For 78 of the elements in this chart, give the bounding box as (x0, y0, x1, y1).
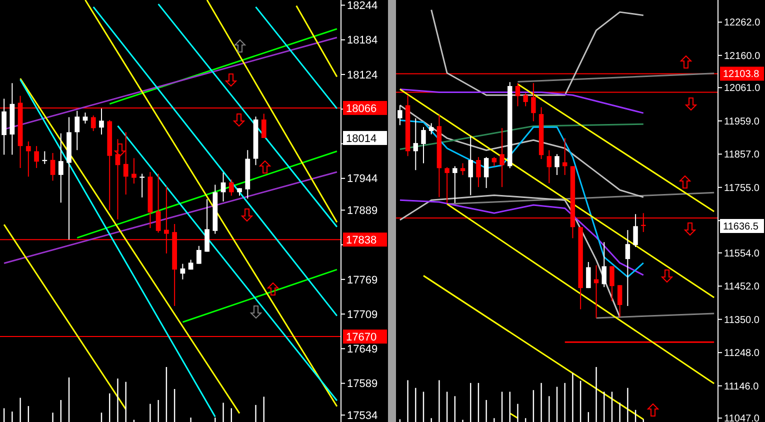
line-series (430, 9, 644, 96)
candlestick (26, 140, 31, 178)
line-series (399, 123, 644, 150)
candlestick (531, 82, 536, 122)
y-tick-label: 11452.0 (724, 282, 760, 293)
y-tick-label: 11146.0 (724, 381, 760, 392)
candlestick (460, 162, 466, 176)
candlestick (58, 132, 64, 204)
candlestick (476, 156, 481, 188)
candlestick (2, 98, 6, 156)
candlestick (34, 146, 39, 168)
candlestick (546, 150, 552, 184)
y-tick-label: 11554.0 (724, 248, 760, 260)
candlestick (484, 156, 489, 189)
ref-line-label: 18066 (346, 102, 377, 115)
ref-line-label: 17838 (346, 234, 377, 246)
candlestick (602, 242, 606, 288)
y-tick-label: 17649 (347, 344, 378, 356)
candlestick (625, 230, 630, 306)
candlestick (99, 108, 104, 136)
candlestick (413, 118, 418, 171)
candlestick (261, 113, 266, 138)
candlestick (444, 166, 450, 204)
candlestick (515, 82, 520, 107)
line-series (399, 199, 644, 276)
y-tick-label: 17889 (347, 204, 378, 217)
line-series (399, 194, 621, 318)
candlestick (196, 245, 202, 264)
candlestick (398, 104, 402, 126)
candlestick (140, 173, 145, 198)
y-tick-label: 17769 (347, 274, 378, 286)
y-tick-label: 12262.0 (724, 18, 761, 29)
candlestick (228, 179, 234, 196)
y-tick-label: 18184 (347, 34, 378, 47)
candlestick (468, 136, 473, 196)
candlestick (82, 112, 88, 124)
line-series (399, 119, 644, 278)
candlestick (617, 284, 622, 318)
candlestick (50, 152, 56, 182)
y-tick-label: 17534 (347, 410, 378, 422)
candlestick (123, 132, 128, 196)
candlestick (204, 198, 210, 252)
candlestick (428, 122, 434, 135)
y-tick-label: 11248.0 (724, 348, 760, 360)
candlestick (610, 266, 614, 302)
line-series (399, 104, 644, 198)
candlestick (586, 262, 591, 289)
candlestick (132, 158, 136, 184)
candlestick (74, 110, 80, 151)
candlestick (90, 114, 96, 132)
y-tick-label: 18124 (347, 69, 378, 82)
line-series (399, 88, 644, 114)
y-tick-label: 18244 (347, 0, 378, 12)
candlestick (500, 128, 504, 188)
y-tick-label: 11047.0 (724, 414, 760, 422)
y-tick-label: 17944 (347, 173, 378, 186)
candlestick (452, 166, 458, 204)
y-tick-label: 11857.0 (724, 150, 760, 161)
y-tick-label: 11755.0 (724, 182, 760, 194)
text: 11636.5 (723, 221, 759, 232)
y-tick-label: 17589 (347, 378, 378, 390)
candlestick (492, 156, 497, 167)
text: 18014 (346, 132, 377, 145)
candlestick (523, 92, 528, 107)
y-tick-label: 17709 (347, 308, 378, 321)
y-tick-label: 11959.0 (724, 116, 760, 128)
candlestick (180, 263, 186, 280)
y-tick-label: 12160.0 (724, 50, 761, 62)
y-tick-label: 11350.0 (724, 314, 760, 326)
y-tick-label: 12061.0 (724, 83, 761, 94)
ref-line-label: 17670 (346, 331, 377, 344)
candlestick (554, 154, 560, 176)
candlestick (421, 126, 426, 164)
candlestick (220, 172, 226, 202)
candlestick (42, 150, 48, 164)
ref-line-label: 12103.8 (723, 69, 760, 80)
candlestick (633, 214, 638, 248)
candlestick (156, 173, 161, 234)
